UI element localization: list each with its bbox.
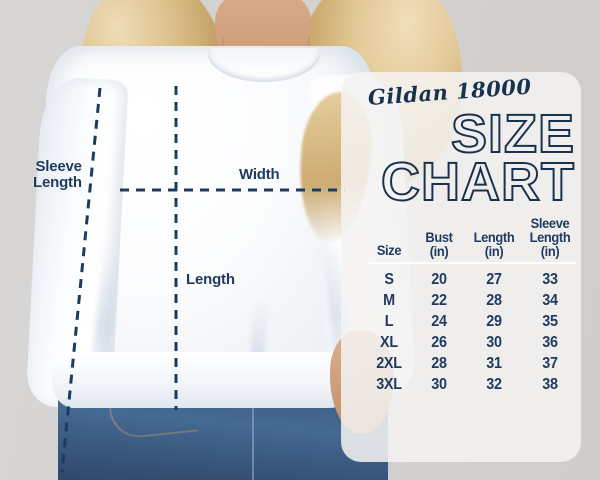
sleeve-length-label: Sleeve Length (33, 158, 82, 191)
column-header-size: Size (376, 242, 402, 258)
table-row: 2XL 28 31 37 (366, 354, 578, 373)
cell-length: 32 (486, 376, 502, 393)
table-row: XL 26 30 36 (366, 333, 578, 352)
cell-length: 27 (486, 271, 502, 288)
cell-size: XL (380, 334, 398, 351)
cell-length: 29 (486, 313, 502, 330)
cell-length: 28 (486, 292, 502, 309)
cell-size: 3XL (376, 376, 402, 393)
cell-sleeve: 38 (542, 376, 558, 393)
table-row: 3XL 30 32 38 (366, 375, 578, 394)
cell-length: 31 (486, 355, 502, 372)
cell-sleeve: 33 (542, 271, 558, 288)
column-header-sleeve-length: Sleeve Length (in) (529, 215, 571, 259)
table-body: S 20 27 33 M 22 28 34 L 24 29 35 XL 26 3… (366, 270, 578, 394)
info-panel (341, 72, 581, 462)
cell-size: L (384, 313, 394, 330)
column-header-length: Length (in) (473, 229, 515, 259)
table-row: L 24 29 35 (366, 312, 578, 331)
cell-sleeve: 34 (542, 292, 558, 309)
title-line-chart: CHART (380, 152, 575, 212)
cell-bust: 20 (431, 271, 447, 288)
cell-length: 30 (486, 334, 502, 351)
cell-size: S (384, 271, 394, 288)
cell-bust: 22 (431, 292, 447, 309)
sweatshirt-hem (52, 352, 352, 408)
title-line-size: SIZE (450, 104, 575, 164)
page-title: SIZE CHART (341, 104, 575, 212)
cell-size: 2XL (376, 355, 402, 372)
width-label: Width (239, 166, 280, 183)
table-header-row: Size Bust (in) Length (in) Sleeve Length… (366, 216, 578, 258)
cell-bust: 30 (431, 376, 447, 393)
cell-sleeve: 35 (542, 313, 558, 330)
cell-sleeve: 37 (542, 355, 558, 372)
table-row: M 22 28 34 (366, 291, 578, 310)
length-label: Length (186, 271, 235, 288)
cell-bust: 24 (431, 313, 447, 330)
sleeve-measure-line (60, 87, 102, 473)
size-table: Size Bust (in) Length (in) Sleeve Length… (366, 216, 578, 396)
cell-bust: 26 (431, 334, 447, 351)
header-divider (368, 262, 576, 264)
cell-sleeve: 36 (542, 334, 558, 351)
cell-size: M (383, 292, 395, 309)
table-row: S 20 27 33 (366, 270, 578, 289)
jeans-seam (252, 392, 254, 480)
cell-bust: 28 (431, 355, 447, 372)
column-header-bust: Bust (in) (425, 229, 453, 259)
